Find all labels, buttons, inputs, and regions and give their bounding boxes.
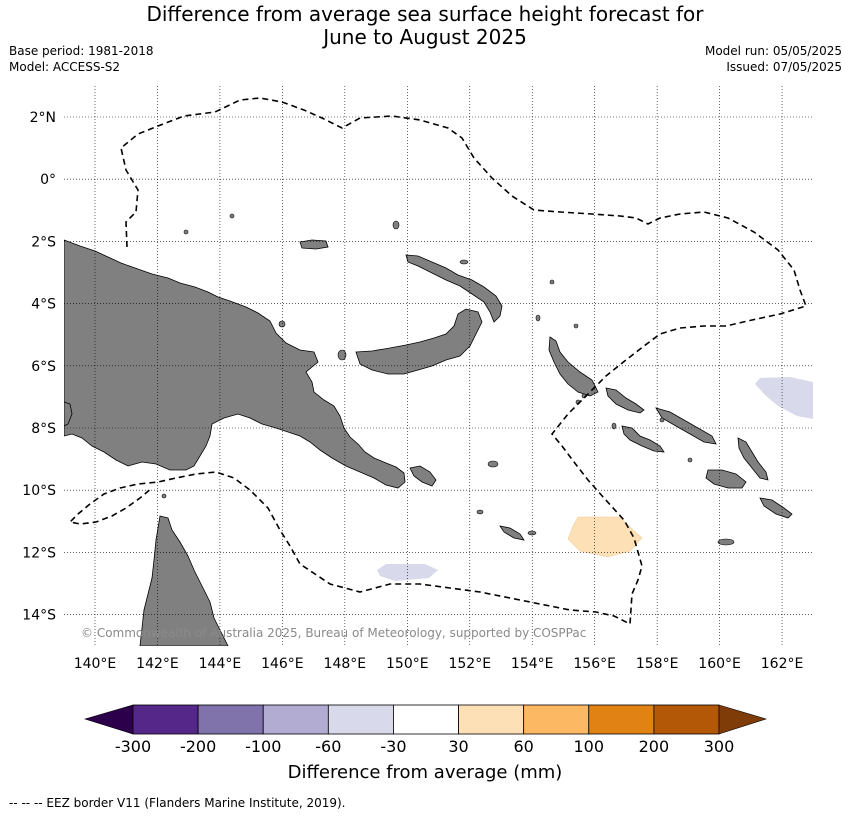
land-western-tip	[64, 401, 73, 427]
chart-title: Difference from average sea surface heig…	[0, 3, 850, 49]
lat-label: 0°	[40, 172, 56, 188]
land-new-britain	[355, 308, 483, 375]
lat-label: 4°S	[31, 297, 56, 313]
colorbar-segment	[523, 704, 590, 735]
lon-label: 150°E	[386, 656, 429, 672]
model-run: Model run: 05/05/2025	[704, 44, 842, 58]
land-manus	[299, 239, 329, 250]
colorbar-tick-label: 60	[513, 737, 533, 756]
colorbar-tick-label: -60	[315, 737, 341, 756]
colorbar-tick-label: 30	[448, 737, 468, 756]
copyright-notice: © Commonwealth of Australia 2025, Bureau…	[81, 626, 586, 640]
eez-border	[68, 97, 808, 626]
title-line-2: June to August 2025	[323, 25, 527, 49]
land-choiseul	[605, 387, 645, 414]
colorbar-tick-label: 100	[574, 737, 605, 756]
lon-label: 152°E	[448, 656, 491, 672]
colorbar-segment	[653, 704, 720, 735]
colorbar-tick-label: -100	[245, 737, 281, 756]
lon-label: 154°E	[511, 656, 554, 672]
lon-label: 158°E	[636, 656, 679, 672]
lat-label: 6°S	[31, 359, 56, 375]
land-new-georgia	[621, 425, 665, 453]
lat-label: 2°N	[30, 110, 56, 126]
colorbar-segment	[132, 704, 199, 735]
small-islands	[161, 213, 735, 546]
lat-label: 2°S	[31, 234, 56, 250]
lon-label: 162°E	[761, 656, 804, 672]
colorbar-max-extension	[718, 704, 768, 735]
land-dentrecasteaux	[409, 465, 437, 487]
colorbar: -300 -200 -100 -60 -30 30 60 100 200 300 Differen…	[83, 704, 768, 783]
colorbar-min-extension	[83, 704, 134, 735]
colorbar-tick-label: -300	[115, 737, 151, 756]
land-new-guinea	[64, 239, 406, 489]
colorbar-tick-label: -30	[380, 737, 406, 756]
land-malaita	[737, 437, 769, 481]
lon-label: 156°E	[573, 656, 616, 672]
issued-date: Issued: 07/05/2025	[726, 60, 842, 74]
lat-label: 12°S	[22, 545, 56, 561]
colorbar-segment	[393, 704, 459, 735]
land-makira	[759, 497, 793, 519]
graticule	[64, 86, 813, 646]
map-area: © Commonwealth of Australia 2025, Bureau…	[64, 86, 813, 646]
colorbar-tick-label: -200	[180, 737, 216, 756]
land-louisiade	[499, 525, 525, 541]
colorbar-segment	[327, 704, 394, 735]
base-period: Base period: 1981-2018	[9, 44, 154, 58]
lat-label: 8°S	[31, 421, 56, 437]
lat-label: 14°S	[22, 608, 56, 624]
colorbar-segment	[458, 704, 525, 735]
lat-label: 10°S	[22, 483, 56, 499]
colorbar-segments	[132, 704, 720, 735]
lon-label: 148°E	[324, 656, 367, 672]
colorbar-segment	[197, 704, 264, 735]
anomaly-patch-light-purple-east	[755, 377, 813, 419]
lon-label: 144°E	[199, 656, 242, 672]
latitude-labels: 2°N 0° 2°S 4°S 6°S 8°S 10°S 12°S 14°S	[22, 110, 56, 624]
land-guadalcanal	[705, 469, 747, 489]
land-santa-isabel	[655, 407, 717, 445]
meta-right: Model run: 05/05/2025 Issued: 07/05/2025	[705, 43, 842, 75]
model-name: Model: ACCESS-S2	[9, 60, 121, 74]
colorbar-tick-label: 200	[639, 737, 670, 756]
lon-label: 142°E	[136, 656, 179, 672]
land-cape-york	[139, 515, 229, 646]
meta-left: Base period: 1981-2018 Model: ACCESS-S2	[9, 43, 154, 75]
colorbar-tick-label: 300	[704, 737, 735, 756]
longitude-labels: 140°E 142°E 144°E 146°E 148°E 150°E 152°E 154°E…	[74, 656, 804, 672]
colorbar-tick-labels: -300 -200 -100 -60 -30 30 60 100 200 300	[115, 737, 734, 756]
land-new-ireland	[405, 254, 503, 323]
lon-label: 160°E	[698, 656, 741, 672]
colorbar-segment	[588, 704, 655, 735]
title-line-1: Difference from average sea surface heig…	[146, 2, 704, 26]
lon-label: 146°E	[261, 656, 304, 672]
eez-footnote: -- -- -- EEZ border V11 (Flanders Marine…	[9, 796, 346, 810]
colorbar-segment	[262, 704, 329, 735]
colorbar-title: Difference from average (mm)	[288, 762, 563, 783]
lon-label: 140°E	[74, 656, 117, 672]
land-bougainville	[548, 336, 599, 397]
